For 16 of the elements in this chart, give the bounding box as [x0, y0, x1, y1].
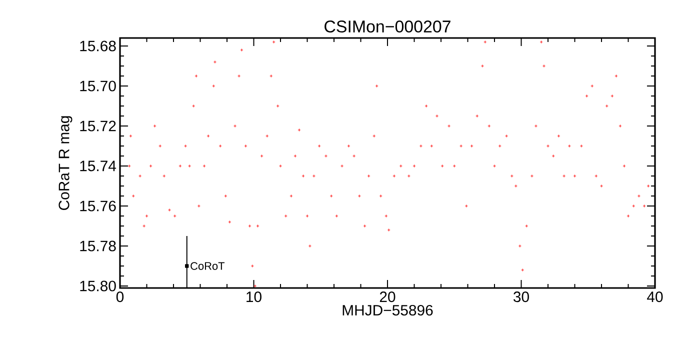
x-tick-label: 20 — [380, 292, 396, 302]
y-tick-label: 15.68 — [80, 40, 116, 52]
chart-title: CSIMon−000207 — [324, 20, 450, 33]
x-axis-title: MHJD−55896 — [342, 304, 433, 316]
y-tick-label: 15.72 — [80, 120, 116, 132]
x-tick-label: 10 — [246, 292, 262, 302]
y-tick-label: 15.70 — [80, 80, 116, 92]
series-label: CoRoT — [190, 262, 225, 270]
y-tick-label: 15.74 — [80, 160, 116, 172]
x-tick-label: 0 — [116, 292, 124, 302]
x-tick-label: 40 — [647, 292, 663, 302]
y-tick-label: 15.78 — [80, 240, 116, 252]
x-tick-label: 30 — [514, 292, 529, 302]
y-tick-label: 15.76 — [80, 200, 116, 212]
y-axis-title: CoRaT R mag — [58, 116, 72, 210]
y-tick-label: 15.80 — [80, 280, 116, 292]
